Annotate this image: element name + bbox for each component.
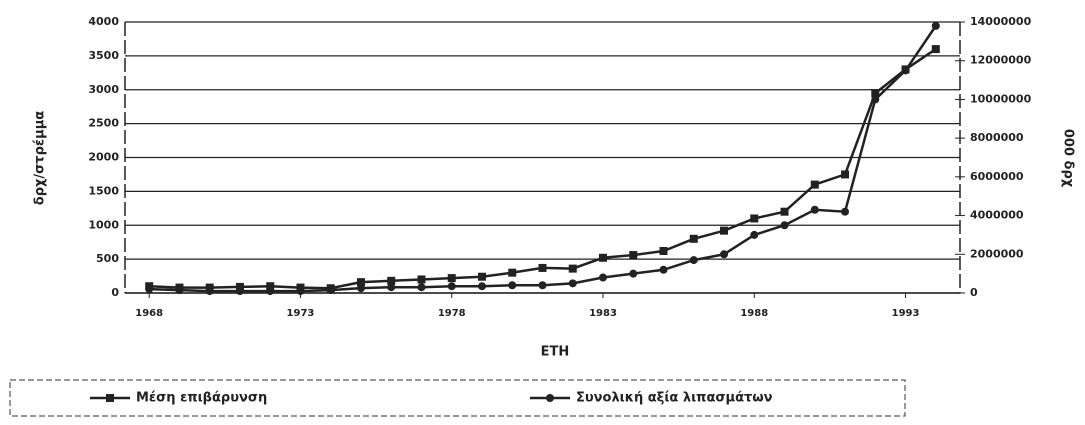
y-tick-label: 500 — [96, 252, 119, 265]
data-point — [750, 214, 759, 223]
data-point — [508, 281, 517, 290]
data-point — [447, 282, 456, 291]
y2-tick-label: 8000000 — [970, 131, 1024, 144]
data-point — [841, 170, 850, 179]
data-point — [871, 95, 880, 104]
data-point — [659, 265, 668, 274]
data-point — [387, 276, 396, 285]
y-tick-label: 2000 — [88, 151, 119, 164]
data-point — [659, 246, 668, 255]
data-point — [296, 287, 305, 296]
data-point — [356, 278, 365, 287]
x-tick-label: 1978 — [438, 308, 466, 319]
data-point — [780, 207, 789, 216]
data-point — [931, 21, 940, 30]
data-point — [477, 272, 486, 281]
x-tick-label: 1968 — [135, 308, 163, 319]
y2-tick-label: 12000000 — [970, 54, 1032, 67]
y-tick-label: 2500 — [88, 117, 119, 130]
y2-axis-label: 000 δρχ — [1061, 129, 1076, 188]
data-point — [720, 226, 729, 235]
data-point — [417, 283, 426, 292]
data-point — [689, 256, 698, 265]
y2-tick-label: 0 — [970, 286, 978, 299]
y2-tick-label: 10000000 — [970, 92, 1032, 105]
y2-tick-label: 6000000 — [970, 170, 1024, 183]
data-point — [417, 275, 426, 284]
x-tick-label: 1988 — [740, 308, 768, 319]
data-point — [205, 287, 214, 296]
x-tick-label: 1973 — [287, 308, 315, 319]
data-point — [235, 287, 244, 296]
y2-tick-label: 4000000 — [970, 209, 1024, 222]
y-tick-label: 0 — [111, 286, 119, 299]
y-tick-label: 4000 — [88, 15, 119, 28]
series-line — [149, 48, 937, 290]
data-point — [326, 286, 335, 295]
data-point — [568, 279, 577, 288]
data-point — [841, 207, 850, 216]
data-point — [508, 268, 517, 277]
y-tick-label: 1000 — [88, 218, 119, 231]
data-point — [538, 263, 547, 272]
data-point — [629, 269, 638, 278]
data-point — [266, 287, 275, 296]
data-point — [599, 273, 608, 282]
y-tick-label: 3500 — [88, 49, 119, 62]
data-point — [689, 234, 698, 243]
data-point — [145, 285, 154, 294]
legend-label: Μέση επιβάρυνση — [136, 391, 267, 406]
data-point — [931, 45, 940, 54]
data-point — [871, 89, 880, 98]
data-point — [810, 205, 819, 214]
y2-tick-label: 2000000 — [970, 247, 1024, 260]
legend-box — [9, 379, 906, 417]
x-tick-label: 1993 — [892, 308, 920, 319]
data-point — [810, 180, 819, 189]
data-point — [629, 251, 638, 260]
data-point — [720, 250, 729, 259]
data-point — [750, 230, 759, 239]
y-axis-label: δρχ/στρέμμα — [33, 111, 48, 205]
data-point — [538, 281, 547, 290]
data-point — [599, 253, 608, 262]
y-tick-label: 3000 — [88, 83, 119, 96]
legend-marker — [106, 394, 114, 402]
data-point — [235, 282, 244, 291]
legend-label: Συνολική αξία λιπασμάτων — [576, 391, 773, 406]
y-tick-label: 1500 — [88, 184, 119, 197]
x-axis-label: ΕΤΗ — [541, 345, 570, 360]
data-point — [780, 221, 789, 230]
data-point — [447, 274, 456, 283]
legend-marker — [546, 394, 554, 402]
x-tick-label: 1983 — [589, 308, 617, 319]
series-line — [149, 25, 937, 293]
data-point — [266, 282, 275, 291]
data-point — [175, 286, 184, 295]
data-point — [387, 283, 396, 292]
y2-tick-label: 14000000 — [970, 15, 1032, 28]
data-point — [356, 284, 365, 293]
data-point — [477, 282, 486, 291]
data-point — [901, 66, 910, 75]
data-point — [568, 264, 577, 273]
